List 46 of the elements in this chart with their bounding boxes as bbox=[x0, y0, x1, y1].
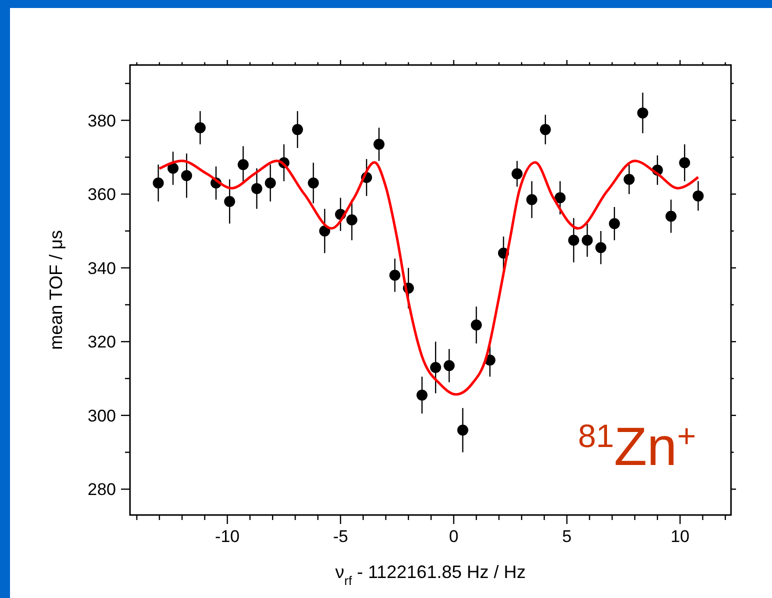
point bbox=[595, 242, 606, 254]
point bbox=[624, 174, 635, 185]
point bbox=[568, 234, 580, 246]
point bbox=[194, 122, 206, 134]
point bbox=[554, 192, 566, 204]
x-tick-label: 10 bbox=[670, 527, 690, 546]
point bbox=[608, 218, 620, 230]
point bbox=[224, 196, 236, 207]
y-tick-label: 360 bbox=[88, 185, 116, 204]
point bbox=[526, 194, 538, 206]
point bbox=[238, 159, 249, 170]
y-tick-label: 280 bbox=[88, 480, 116, 500]
point bbox=[582, 234, 593, 246]
point bbox=[679, 157, 690, 168]
point bbox=[308, 178, 319, 189]
y-tick-label: 300 bbox=[88, 406, 116, 426]
point bbox=[444, 360, 455, 372]
x-tick-label: 5 bbox=[562, 527, 572, 546]
point bbox=[374, 138, 384, 150]
point bbox=[389, 270, 400, 281]
point bbox=[692, 190, 704, 202]
y-tick-label: 340 bbox=[88, 258, 116, 278]
point bbox=[251, 183, 262, 194]
point bbox=[512, 168, 523, 180]
point bbox=[430, 362, 442, 373]
point bbox=[470, 320, 482, 331]
point bbox=[416, 390, 428, 401]
point bbox=[457, 424, 468, 436]
point bbox=[346, 214, 358, 226]
point bbox=[637, 107, 648, 118]
point bbox=[666, 210, 677, 222]
x-tick-label: 0 bbox=[448, 527, 458, 546]
x-tick-label: -10 bbox=[215, 527, 240, 546]
point bbox=[319, 225, 330, 236]
point bbox=[181, 170, 192, 182]
point bbox=[264, 178, 276, 189]
y-axis-title: mean TOF / μs bbox=[46, 230, 66, 350]
point bbox=[540, 124, 551, 136]
x-tick-label: -5 bbox=[332, 527, 348, 546]
point bbox=[292, 124, 304, 136]
y-tick-label: 380 bbox=[88, 111, 116, 130]
point bbox=[168, 162, 179, 174]
point bbox=[152, 178, 164, 189]
y-tick-label: 320 bbox=[88, 332, 116, 352]
x-axis-title: ν$_{rf}$ - 1122161.85 Hz / Hz bbox=[335, 562, 526, 588]
annotation: $^{81}$Zn$^{+}$ bbox=[578, 417, 696, 477]
